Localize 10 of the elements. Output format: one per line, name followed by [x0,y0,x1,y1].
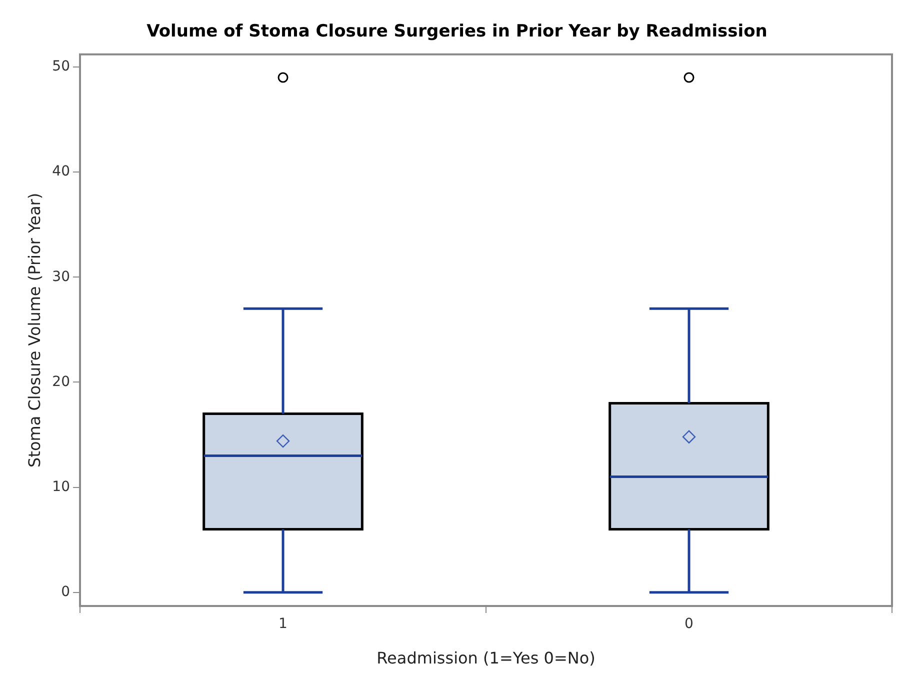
y-tick-label: 20 [52,374,70,390]
y-tick-label: 40 [52,164,70,180]
x-tick-label: 1 [278,616,288,632]
x-axis-title: Readmission (1=Yes 0=No) [376,648,596,668]
y-axis-title: Stoma Closure Volume (Prior Year) [24,192,44,468]
y-tick-label: 50 [52,58,70,75]
y-tick-label: 30 [52,268,70,285]
chart-title: Volume of Stoma Closure Surgeries in Prior Year by Readmission [146,22,768,42]
y-tick-label: 0 [61,584,70,600]
y-tick-label: 10 [52,478,70,495]
